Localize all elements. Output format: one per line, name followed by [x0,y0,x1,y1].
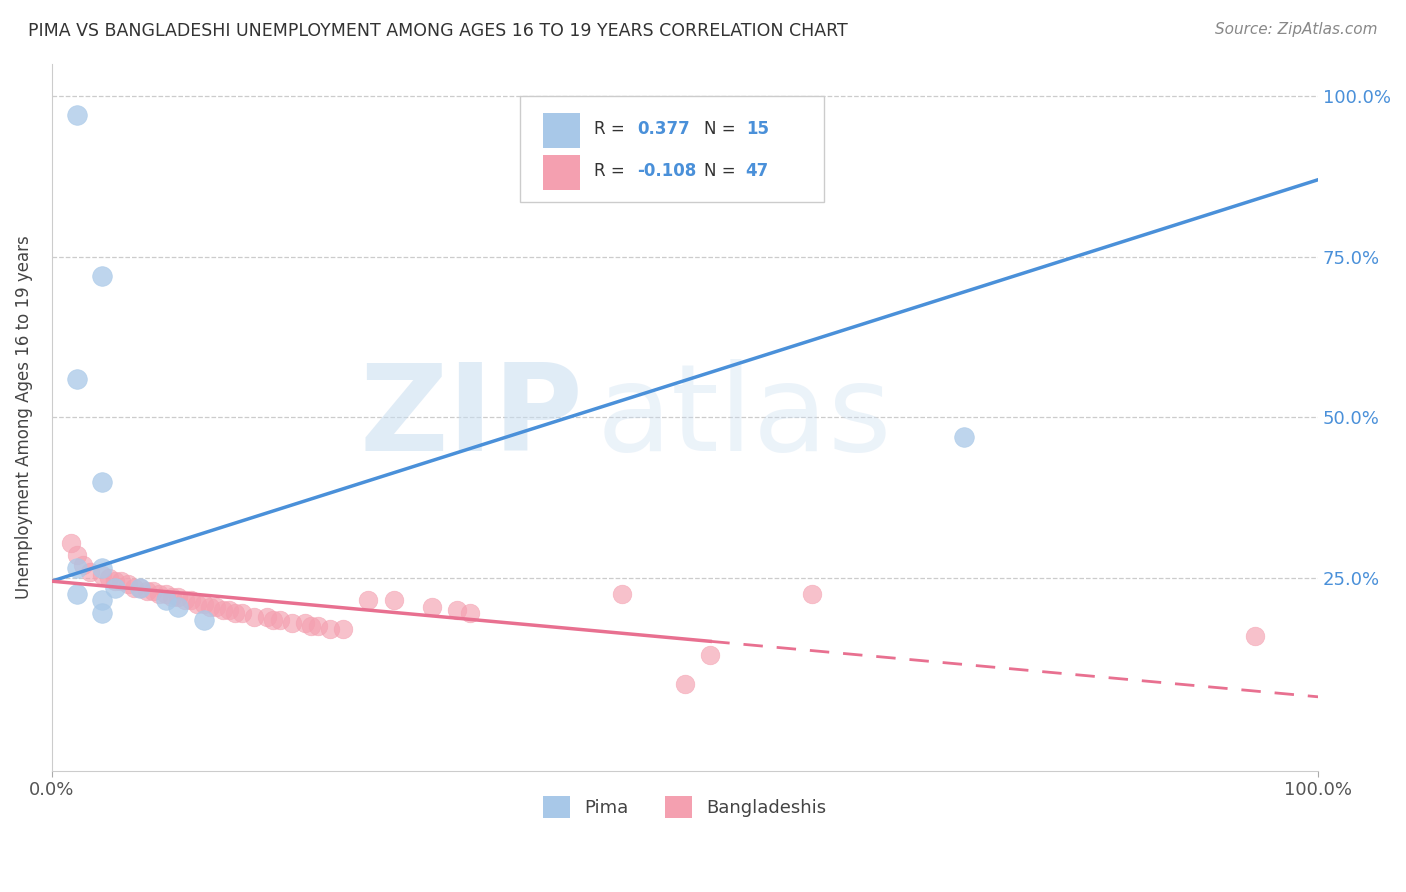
Text: R =: R = [593,162,630,180]
Point [231,607,253,621]
Point [186,597,208,611]
Point [382,593,405,607]
Point [800,587,823,601]
FancyBboxPatch shape [543,113,579,148]
Point [262,613,284,627]
Point [243,609,266,624]
Text: N =: N = [704,120,741,137]
Text: Source: ZipAtlas.com: Source: ZipAtlas.com [1215,22,1378,37]
Point [952,430,974,444]
Text: N =: N = [704,162,741,180]
Point [211,603,233,617]
Point [224,607,246,621]
Point [699,648,721,662]
Point [269,613,291,627]
Point [91,268,114,283]
Text: 47: 47 [745,162,769,180]
Y-axis label: Unemployment Among Ages 16 to 19 years: Unemployment Among Ages 16 to 19 years [15,235,32,599]
Text: PIMA VS BANGLADESHI UNEMPLOYMENT AMONG AGES 16 TO 19 YEARS CORRELATION CHART: PIMA VS BANGLADESHI UNEMPLOYMENT AMONG A… [28,22,848,40]
Point [167,591,190,605]
Point [117,577,139,591]
Point [299,619,322,633]
Point [91,475,114,489]
Point [155,587,177,601]
Point [91,607,114,621]
Point [110,574,132,589]
Point [129,581,152,595]
Point [148,587,170,601]
Point [155,593,177,607]
Point [97,571,120,585]
FancyBboxPatch shape [520,95,824,202]
Point [72,558,94,573]
Point [66,372,89,386]
Point [59,535,82,549]
FancyBboxPatch shape [543,155,579,190]
Point [332,623,354,637]
Text: atlas: atlas [596,359,891,475]
Point [193,597,215,611]
Text: 0.377: 0.377 [637,120,689,137]
Point [205,599,228,614]
Point [66,587,89,601]
Point [319,623,342,637]
Point [167,599,190,614]
Point [193,613,215,627]
Point [198,599,221,614]
Point [129,581,152,595]
Point [160,591,183,605]
Point [122,581,145,595]
Point [91,561,114,575]
Point [458,607,481,621]
Point [610,587,633,601]
Point [66,108,89,122]
Text: ZIP: ZIP [360,359,583,475]
Point [104,574,127,589]
Text: 15: 15 [745,120,769,137]
Point [91,567,114,582]
Point [294,615,316,630]
Point [135,583,157,598]
Point [173,593,195,607]
Point [307,619,329,633]
Point [281,615,304,630]
Point [79,565,101,579]
Legend: Pima, Bangladeshis: Pima, Bangladeshis [536,789,834,825]
Point [446,603,468,617]
Point [357,593,380,607]
Point [91,593,114,607]
Text: R =: R = [593,120,630,137]
Point [66,549,89,563]
Point [218,603,240,617]
Point [1243,629,1265,643]
Point [180,593,202,607]
Text: -0.108: -0.108 [637,162,696,180]
Point [142,583,165,598]
Point [104,581,127,595]
Point [673,677,696,691]
Point [420,599,443,614]
Point [256,609,278,624]
Point [66,561,89,575]
